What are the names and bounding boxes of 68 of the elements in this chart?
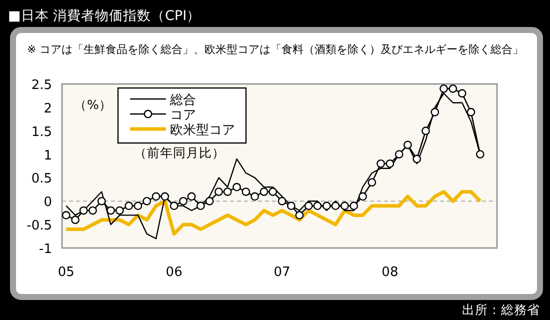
text: 出所：総務省 <box>462 302 540 317</box>
point <box>170 202 178 210</box>
point <box>278 196 286 206</box>
point <box>295 211 304 220</box>
point <box>350 202 358 210</box>
point <box>313 202 322 210</box>
point <box>232 182 241 192</box>
point <box>322 202 331 210</box>
y-tick-label: -0.5 <box>26 218 52 234</box>
point <box>466 108 476 116</box>
legend-label: 欧米型コア <box>170 123 235 138</box>
y-tick-label: 0.5 <box>31 172 52 187</box>
point <box>358 192 367 201</box>
y-tick-label: 1.5 <box>31 124 52 140</box>
point <box>242 188 250 196</box>
point <box>386 159 394 168</box>
y-tick-label: 2.5 <box>31 78 52 93</box>
point <box>106 206 115 215</box>
y-axis-title: （%） <box>74 97 112 112</box>
annotation: （前年同月比） <box>134 145 225 160</box>
point <box>79 206 88 215</box>
y-tick-label: 1 <box>44 148 52 164</box>
point <box>124 202 134 210</box>
x-tick-label: 07 <box>274 265 290 280</box>
point <box>268 188 278 196</box>
point <box>412 154 422 164</box>
point <box>196 202 205 210</box>
point <box>476 150 484 158</box>
y-tick-label: 2 <box>44 101 52 116</box>
point <box>331 202 340 210</box>
point <box>304 202 313 210</box>
legend-label: 総合 <box>169 93 196 108</box>
point <box>205 196 214 206</box>
point <box>71 216 80 224</box>
point <box>403 140 412 150</box>
point <box>394 150 404 158</box>
point <box>152 192 160 201</box>
point <box>448 84 458 93</box>
point <box>458 89 466 98</box>
point <box>422 126 430 136</box>
point <box>286 202 296 210</box>
x-tick-label: 06 <box>166 265 182 280</box>
point <box>340 202 349 210</box>
point <box>250 192 260 201</box>
point <box>376 159 385 168</box>
x-tick-label: 05 <box>58 265 74 280</box>
point <box>368 178 376 187</box>
y-tick-label: -1 <box>39 242 52 257</box>
point <box>187 192 196 201</box>
chart-title: ■日本 消費者物価指数（CPI） <box>8 8 201 24</box>
point <box>430 108 440 116</box>
point <box>440 84 448 93</box>
point <box>160 192 170 201</box>
point <box>62 211 70 220</box>
point <box>142 196 152 206</box>
point <box>214 188 223 196</box>
point <box>260 188 268 196</box>
point <box>115 206 124 215</box>
point <box>97 196 106 206</box>
x-tick-label: 08 <box>382 265 398 280</box>
point <box>179 196 188 206</box>
y-tick-label: 0 <box>44 195 52 210</box>
line-series <box>64 190 482 236</box>
point <box>223 188 232 196</box>
legend-label: コア <box>170 108 196 123</box>
point <box>134 202 142 210</box>
chart-subtitle: ※ コアは「生鮮食品を除く総合」、欧米型コアは「食料（酒類を除く）及びエネルギーを除く総合」 <box>27 43 524 56</box>
point <box>88 206 97 215</box>
